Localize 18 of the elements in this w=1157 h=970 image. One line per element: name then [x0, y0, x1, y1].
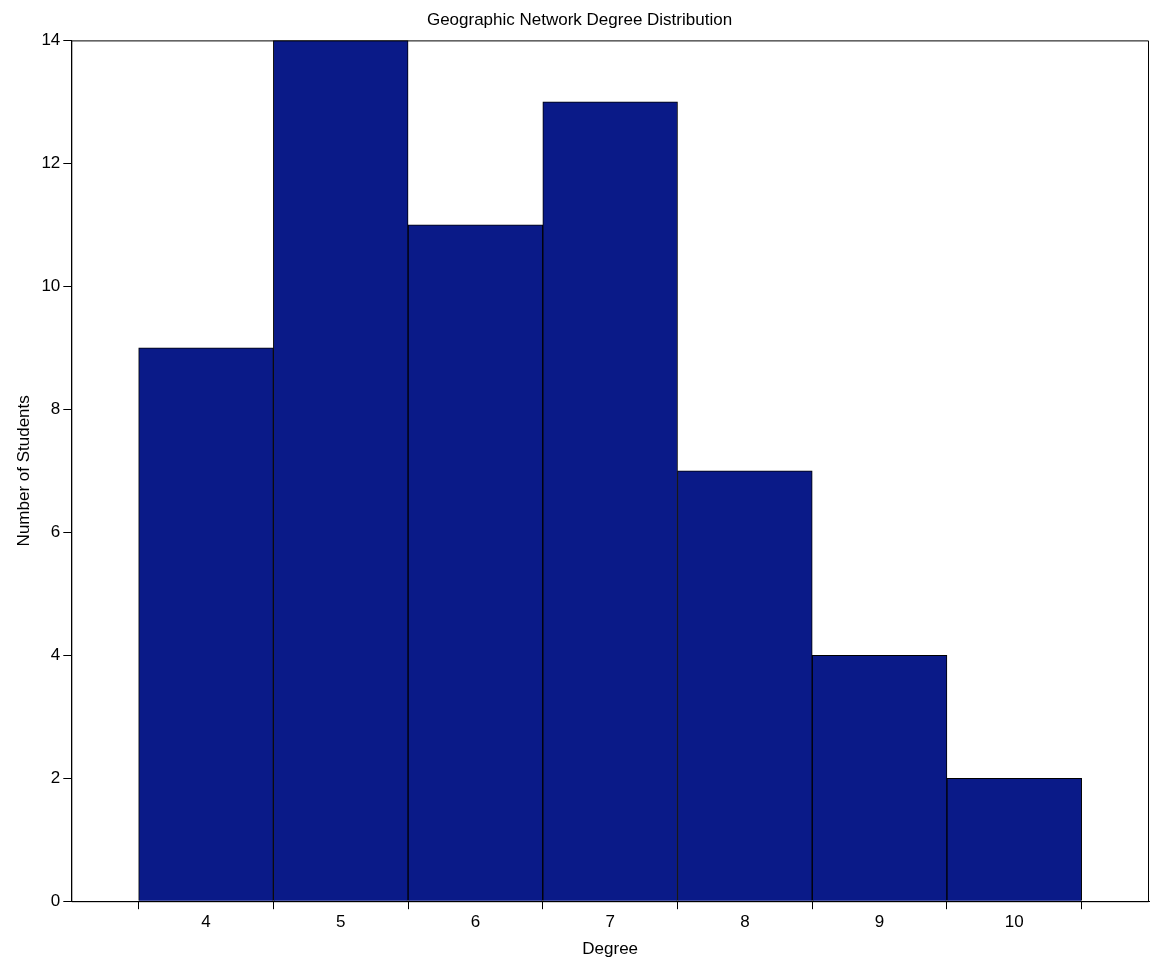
x-tick-label: 6: [470, 912, 481, 932]
y-tick-label: 8: [50, 399, 61, 418]
y-tick-label: 4: [50, 644, 61, 664]
chart-title: Geographic Network Degree Distribution: [426, 9, 733, 29]
x-tick-label: 4: [201, 912, 211, 932]
y-axis-title: Number of Students: [13, 395, 33, 547]
y-tick-label: 14: [41, 30, 61, 50]
y-tick-label: 12: [41, 153, 61, 173]
y-tick-label: 2: [50, 767, 61, 787]
x-tick-label: 5: [336, 912, 346, 932]
y-tick-label: 0: [50, 890, 61, 910]
x-tick-label: 7: [605, 912, 615, 932]
y-tick-label: 6: [50, 521, 61, 541]
x-axis-title: Degree: [582, 939, 639, 959]
x-tick-label: 8: [740, 912, 750, 932]
x-tick-label: 10: [1004, 912, 1024, 932]
x-tick-label: 9: [874, 912, 885, 932]
y-tick-label: 10: [41, 276, 61, 296]
